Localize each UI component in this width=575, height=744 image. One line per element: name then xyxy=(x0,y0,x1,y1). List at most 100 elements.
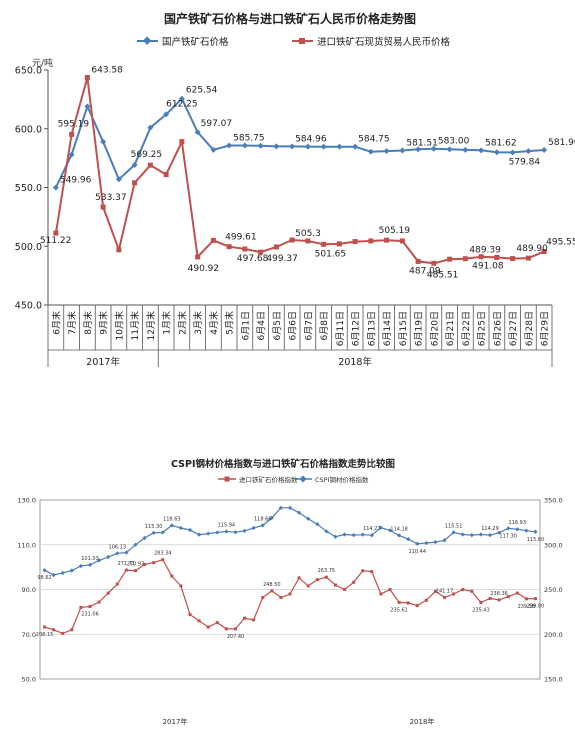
point-import-index xyxy=(333,583,337,587)
data-label-import-index: 235.61 xyxy=(390,607,408,613)
point-cspi xyxy=(315,522,320,527)
point-import-index xyxy=(361,569,365,573)
point-cspi xyxy=(396,533,402,538)
point-domestic xyxy=(304,143,311,150)
point-domestic xyxy=(399,147,406,154)
point-import-index xyxy=(515,591,519,595)
point-domestic xyxy=(493,149,500,156)
chart1-x-tick-label: 12月末 xyxy=(145,311,157,340)
legend-marker-import-index xyxy=(224,476,230,482)
data-label-cspi: 118.63 xyxy=(163,516,181,522)
point-import xyxy=(163,172,169,178)
point-import-index xyxy=(179,584,183,588)
data-label-domestic: 581.62 xyxy=(485,138,517,148)
point-import-index xyxy=(379,592,383,596)
point-import-index xyxy=(161,558,165,562)
point-cspi xyxy=(87,562,93,567)
point-import xyxy=(226,244,232,250)
point-import xyxy=(242,246,248,252)
point-domestic xyxy=(194,129,201,136)
point-import xyxy=(195,254,201,260)
data-label-cspi: 115.51 xyxy=(445,523,463,529)
data-label-import-index: 248.50 xyxy=(263,582,281,588)
chart2-y2-tick-label: 150.0 xyxy=(544,676,563,684)
point-import xyxy=(541,248,547,254)
point-domestic xyxy=(273,143,280,150)
chart2-series xyxy=(42,505,538,635)
chart1-x-tick-label: 6月20日 xyxy=(429,311,440,346)
point-import-index xyxy=(143,562,147,566)
data-label-import: 511.22 xyxy=(40,236,72,246)
point-cspi xyxy=(69,568,74,573)
chart2-y-tick-label: 70.0 xyxy=(22,631,36,639)
data-label-import: 497.68 xyxy=(237,254,269,264)
point-import xyxy=(399,238,405,244)
point-cspi xyxy=(251,525,256,531)
point-cspi xyxy=(369,533,374,538)
data-label-import: 533.37 xyxy=(95,193,127,203)
point-cspi xyxy=(487,533,493,538)
point-import-index xyxy=(270,589,274,593)
data-label-import: 643.58 xyxy=(91,66,123,76)
chart1-x-tick-label: 6月25日 xyxy=(477,311,488,346)
data-label-import-index: 231.06 xyxy=(81,611,99,617)
point-import-index xyxy=(206,625,210,629)
chart2-year-label-2017: 2017年 xyxy=(163,717,188,726)
point-import xyxy=(179,139,185,145)
point-import xyxy=(494,254,500,260)
point-import-index xyxy=(152,561,156,565)
chart2-y-tick-label: 50.0 xyxy=(22,676,36,684)
chart1-x-tick-label: 4月末 xyxy=(208,311,220,335)
data-label-domestic: 584.96 xyxy=(295,134,327,144)
chart1-x-tick-label: 6月6日 xyxy=(288,311,299,340)
chart1-x-tick-label: 6月4日 xyxy=(256,311,267,340)
point-import-index xyxy=(370,570,374,574)
chart2-y2-tick-label: 250.0 xyxy=(544,586,563,594)
point-domestic xyxy=(257,142,264,149)
legend-marker-domestic xyxy=(142,36,152,45)
chart1-y-tick-label: 450.0 xyxy=(15,301,42,312)
data-label-import: 491.08 xyxy=(472,262,504,272)
point-import xyxy=(116,247,122,253)
point-import-index xyxy=(233,627,237,631)
chart1-x-tick-label: 6月27日 xyxy=(508,311,519,346)
chart1-x-tick-label: 6月5日 xyxy=(272,311,283,340)
point-import-index xyxy=(452,592,456,596)
data-label-domestic: 581.90 xyxy=(548,138,575,148)
point-import-index xyxy=(52,628,56,632)
point-import xyxy=(305,238,311,244)
point-import-index xyxy=(261,596,265,600)
point-domestic xyxy=(446,146,453,153)
point-import-index xyxy=(506,595,510,599)
data-label-cspi: 114.18 xyxy=(390,526,408,532)
data-label-import-index: 270.97 xyxy=(127,562,145,568)
point-domestic xyxy=(415,146,422,153)
point-cspi xyxy=(451,530,456,535)
point-cspi xyxy=(142,535,147,541)
point-domestic xyxy=(367,148,374,155)
data-label-domestic: 612.25 xyxy=(166,99,198,109)
chart1-x-tick-label: 3月末 xyxy=(192,311,204,335)
data-label-cspi: 114.27 xyxy=(363,526,381,532)
point-import-index xyxy=(488,596,492,600)
chart1-x-tick-label: 10月末 xyxy=(113,311,125,340)
point-cspi xyxy=(224,529,229,534)
point-import-index xyxy=(79,605,83,609)
point-cspi xyxy=(296,510,302,515)
chart1-x-tick-label: 6月22日 xyxy=(461,311,472,346)
data-label-import: 595.19 xyxy=(58,119,90,129)
point-import-index xyxy=(61,631,65,635)
point-cspi xyxy=(133,542,138,547)
point-domestic xyxy=(131,161,138,168)
point-import-index xyxy=(43,625,47,629)
point-cspi xyxy=(424,540,429,546)
point-cspi xyxy=(278,505,284,510)
point-import xyxy=(273,244,279,250)
series-line-import-index xyxy=(44,558,536,635)
data-label-cspi: 101.03 xyxy=(81,556,99,562)
chart1-x-tick-label: 6月12日 xyxy=(351,311,362,346)
chart2-y2-tick-label: 300.0 xyxy=(544,541,563,549)
point-cspi xyxy=(360,532,365,537)
chart1-year-label: 2017年 xyxy=(86,356,120,368)
